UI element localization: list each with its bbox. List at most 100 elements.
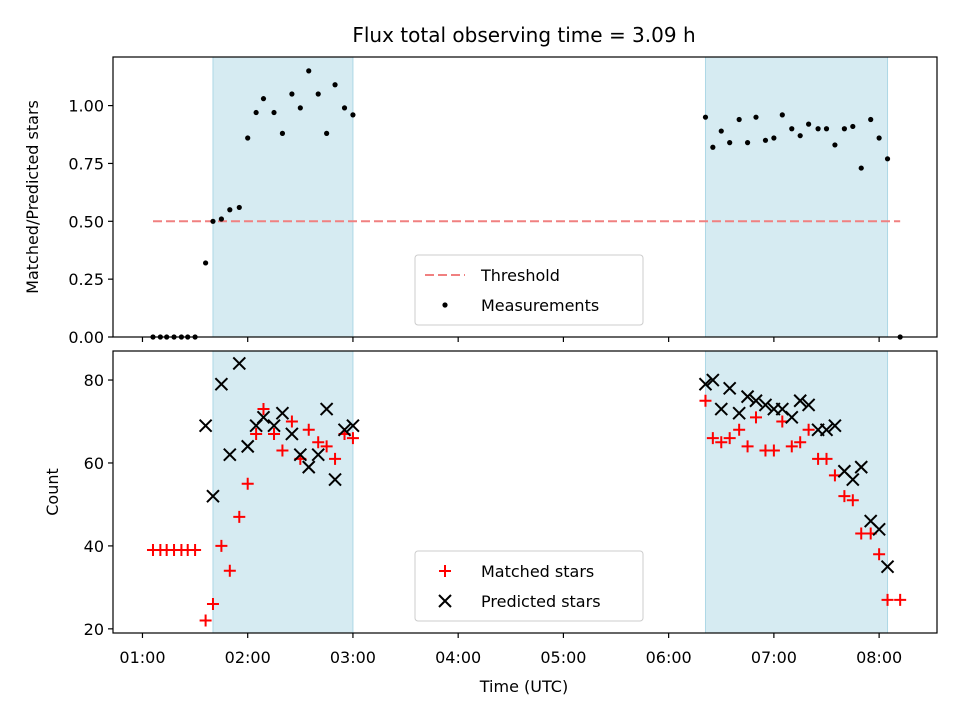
- measurement-point: [815, 126, 821, 132]
- measurement-point: [236, 204, 242, 211]
- measurement-point: [789, 126, 795, 132]
- bottom-y-tick-label: 20: [84, 620, 104, 639]
- x-tick-label: 03:00: [330, 648, 376, 667]
- matched-star-point: [276, 444, 289, 457]
- x-tick-label: 08:00: [856, 648, 902, 667]
- bottom-y-tick-label: 80: [84, 371, 104, 390]
- predicted-star-point: [275, 406, 290, 420]
- measurement-point: [753, 114, 759, 120]
- predicted-star-point: [785, 410, 799, 425]
- bottom-shaded-window-2: [704, 350, 889, 634]
- matched-star-point: [733, 423, 746, 436]
- measurement-point: [832, 142, 838, 148]
- x-tick-label: 06:00: [646, 648, 692, 667]
- predicted-star-point: [740, 389, 755, 404]
- predicted-star-point: [311, 447, 325, 462]
- top-y-tick-label: 1.00: [68, 97, 104, 116]
- measurement-point: [744, 140, 751, 146]
- legend-measurement-swatch: [442, 302, 448, 308]
- measurement-point: [253, 109, 259, 116]
- measurement-point: [806, 121, 812, 127]
- top-shaded-window-2: [704, 56, 889, 338]
- matched-star-point: [320, 440, 333, 453]
- predicted-star-point: [758, 398, 773, 412]
- predicted-star-point: [706, 373, 720, 387]
- predicted-star-point: [319, 402, 334, 416]
- legend-label: Matched stars: [481, 562, 594, 581]
- measurement-point: [727, 140, 733, 146]
- predicted-star-point: [206, 489, 220, 503]
- predicted-star-point: [214, 377, 229, 391]
- top-y-tick-label: 0.75: [68, 154, 104, 173]
- measurement-point: [779, 112, 785, 118]
- matched-star-point: [241, 477, 254, 490]
- top-series-measurements: [150, 68, 903, 340]
- matched-star-point: [346, 432, 359, 445]
- matched-star-point: [894, 593, 907, 606]
- matched-star-point: [820, 452, 833, 465]
- measurement-point: [797, 133, 803, 139]
- bottom-legend: Matched stars Predicted stars: [414, 550, 644, 622]
- matched-star-point: [699, 394, 712, 407]
- measurement-point: [218, 216, 224, 222]
- measurement-point: [341, 105, 348, 111]
- legend-label: Threshold: [480, 266, 560, 285]
- ratio-panel: 0.00 0.25 0.50 0.75 1.00 Threshold Measurement…: [68, 56, 938, 347]
- matched-star-point: [206, 597, 219, 610]
- predicted-star-point: [880, 559, 895, 574]
- top-legend: Threshold Measurements: [414, 254, 644, 326]
- predicted-star-point: [854, 460, 868, 474]
- x-tick-label: 02:00: [225, 648, 271, 667]
- measurement-point: [876, 135, 882, 141]
- bottom-shaded-window-1: [212, 350, 354, 634]
- matched-star-point: [723, 432, 736, 445]
- legend-predicted-swatch: [438, 594, 452, 608]
- x-axis-label: Time (UTC): [479, 677, 568, 696]
- measurement-point: [850, 123, 856, 130]
- matched-star-point: [706, 432, 719, 445]
- bottom-y-tick-label: 40: [84, 537, 104, 556]
- chart-title: Flux total observing time = 3.09 h: [352, 23, 695, 47]
- top-shaded-window-1: [212, 56, 354, 338]
- measurement-point: [884, 156, 891, 162]
- measurement-point: [762, 137, 769, 143]
- matched-star-point: [767, 444, 780, 457]
- predicted-star-point: [801, 398, 816, 412]
- legend-label: Predicted stars: [481, 592, 601, 611]
- matched-star-point: [268, 427, 281, 440]
- matched-star-point: [873, 548, 886, 561]
- measurement-point: [203, 260, 209, 266]
- predicted-star-point: [285, 427, 299, 441]
- predicted-star-point: [793, 394, 807, 408]
- measurement-point: [332, 82, 338, 88]
- measurement-point: [324, 130, 330, 136]
- measurement-point: [823, 126, 830, 132]
- count-panel: 20 40 60 80 01:00 02:00 03:00 04:00 05:00 06:00 07…: [84, 350, 938, 667]
- predicted-star-point: [267, 418, 281, 433]
- matched-star-point: [250, 427, 263, 440]
- measurement-point: [289, 91, 295, 97]
- matched-star-point: [846, 494, 859, 507]
- top-y-tick-label: 0.00: [68, 328, 104, 347]
- matched-star-point: [329, 452, 342, 465]
- predicted-star-point: [749, 394, 763, 408]
- measurement-point: [210, 218, 216, 224]
- matched-star-point: [199, 614, 212, 627]
- top-y-axis-label: Matched/Predicted stars: [23, 100, 42, 294]
- matched-star-point: [312, 436, 325, 449]
- predicted-star-point: [722, 381, 737, 396]
- measurement-point: [297, 105, 303, 111]
- predicted-star-point: [819, 423, 834, 437]
- measurement-point: [841, 126, 847, 132]
- measurement-point: [771, 135, 777, 141]
- measurement-point: [718, 128, 724, 134]
- legend-matched-swatch: [439, 565, 451, 577]
- measurement-point: [350, 112, 356, 118]
- top-y-tick-label: 0.50: [68, 212, 104, 231]
- measurement-point: [315, 91, 321, 97]
- top-y-tick-label: 0.25: [68, 270, 104, 289]
- top-axes-frame: [112, 56, 938, 338]
- measurement-point: [736, 116, 742, 123]
- matched-star-point: [741, 440, 754, 453]
- predicted-star-point: [198, 418, 213, 433]
